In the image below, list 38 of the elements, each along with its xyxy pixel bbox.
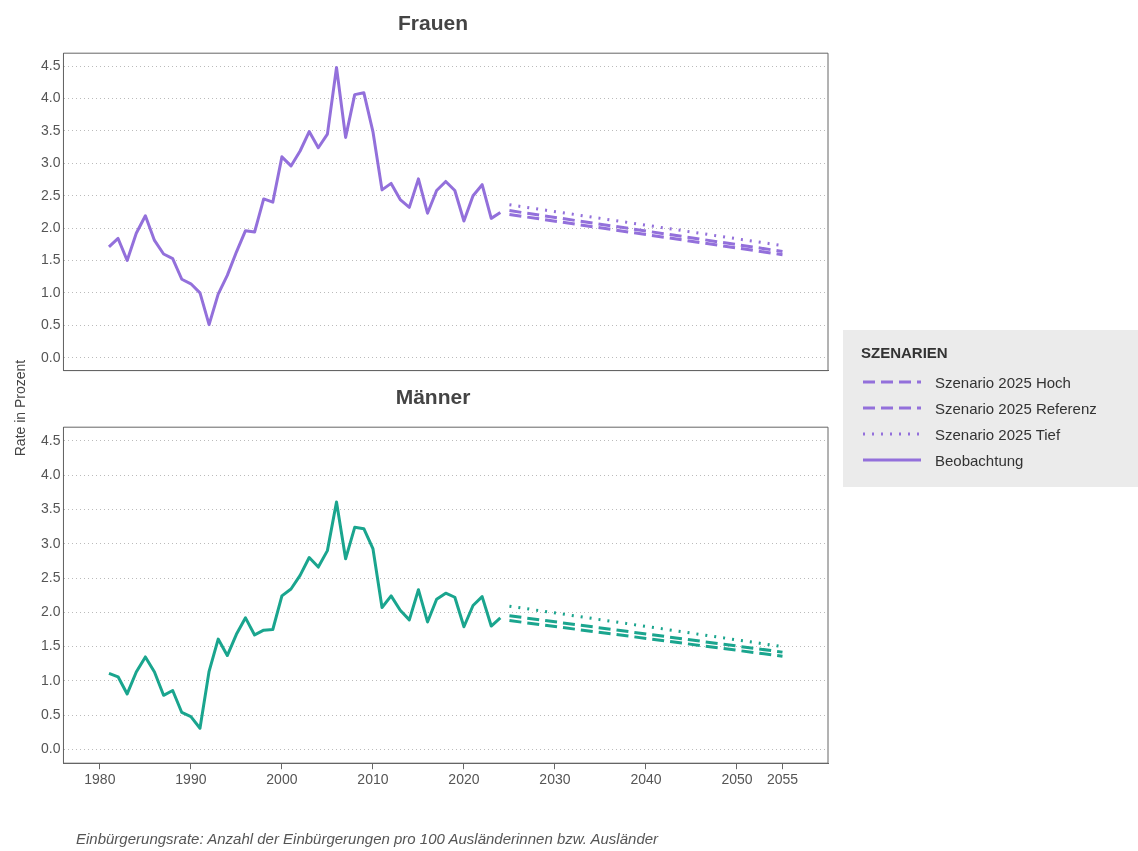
y-tick-label: 0.0 [40, 348, 61, 365]
text: Einbürgerungsrate: Anzahl der Einbürgerungen pro 100 Ausländerinnen bzw. Ausländer [76, 830, 659, 847]
y-tick-label: 4.0 [40, 89, 61, 106]
y-tick-label: 4.5 [40, 431, 61, 448]
y-tick-label: 0.5 [40, 316, 61, 333]
x-tick-label: 2055 [766, 771, 799, 788]
chart-title: Frauen [397, 11, 469, 35]
y-tick-label: 1.5 [40, 251, 61, 268]
x-tick-label: 2020 [448, 771, 480, 788]
y-tick-label: 3.5 [40, 121, 61, 138]
x-tick-label: 2030 [539, 771, 571, 788]
y-tick-label: 0.5 [40, 706, 61, 723]
x-tick-label: 2000 [266, 771, 298, 788]
legend-label: Szenario 2025 Referenz [935, 399, 1097, 417]
y-tick-label: 3.0 [40, 534, 61, 551]
legend-label: Szenario 2025 Tief [935, 425, 1061, 443]
x-tick-label: 2040 [630, 771, 662, 788]
y-tick-label: 1.5 [40, 637, 61, 654]
chart-title: Männer [395, 385, 471, 409]
y-tick-label: 2.0 [40, 218, 61, 235]
x-tick-label: 2050 [721, 771, 753, 788]
y-tick-label: 2.5 [40, 568, 61, 585]
y-tick-label: 4.5 [40, 57, 61, 74]
x-tick-label: 2010 [357, 771, 389, 788]
x-tick-label: 1990 [175, 771, 207, 788]
legend-label: Beobachtung [935, 451, 1024, 469]
y-tick-label: 4.0 [40, 466, 61, 483]
legend-label: Szenario 2025 Hoch [935, 373, 1071, 391]
x-tick-label: 1980 [84, 771, 116, 788]
y-tick-label: 1.0 [40, 283, 61, 300]
y-tick-label: 2.0 [40, 603, 61, 620]
y-tick-label: 3.5 [40, 500, 61, 517]
y-axis-title: Rate in Prozent [12, 359, 28, 457]
y-tick-label: 2.5 [40, 186, 61, 203]
y-tick-label: 3.0 [40, 154, 61, 171]
y-tick-label: 1.0 [40, 671, 61, 688]
y-tick-label: 0.0 [40, 740, 61, 757]
legend-title: SZENARIEN [861, 344, 949, 361]
